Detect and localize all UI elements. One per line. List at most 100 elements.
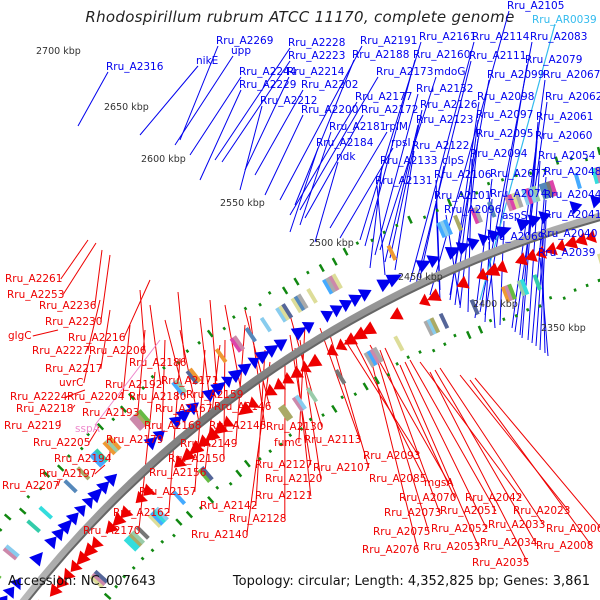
forward-gene-label: clpS bbox=[442, 155, 464, 167]
reverse-gene-arrow bbox=[389, 307, 404, 320]
forward-gene-arrow bbox=[329, 305, 343, 318]
forward-gene-label: Rru_A2054 bbox=[538, 150, 596, 162]
reverse-gene-label: Rru_A2219 bbox=[4, 420, 61, 432]
cog-box-forward bbox=[507, 193, 517, 211]
gc-mark-inner bbox=[122, 574, 127, 579]
gc-mark-outer bbox=[267, 290, 272, 295]
forward-gene-label: Rru_A2040 bbox=[540, 228, 597, 240]
forward-label-leader bbox=[139, 65, 199, 136]
cog-box-forward bbox=[91, 450, 106, 466]
reverse-gene-label: Rru_A2070 bbox=[399, 492, 456, 504]
reverse-gene-arrow bbox=[535, 245, 547, 259]
cog-box-reverse bbox=[426, 318, 438, 335]
gc-mark-inner bbox=[131, 565, 136, 570]
forward-label-leader bbox=[499, 220, 505, 326]
cog-box-forward bbox=[94, 448, 109, 463]
forward-label-leader bbox=[299, 131, 332, 226]
gc-mark-inner bbox=[198, 506, 203, 510]
cog-box-reverse bbox=[135, 525, 150, 540]
cog-box-forward bbox=[137, 409, 152, 424]
forward-label-leader bbox=[289, 147, 319, 233]
cog-box-reverse bbox=[277, 406, 291, 422]
forward-gene-label: Rru_A2212 bbox=[260, 95, 317, 107]
cog-box-forward bbox=[107, 435, 122, 451]
reverse-gene-arrow bbox=[476, 267, 489, 281]
reverse-gene-label: Rru_A2230 bbox=[45, 316, 102, 328]
gc-mark-outer bbox=[258, 302, 262, 307]
forward-gene-label: Rru_A2077 bbox=[490, 168, 547, 180]
forward-gene-arrow bbox=[477, 233, 489, 247]
reverse-gene-arrow bbox=[197, 434, 212, 448]
forward-gene-label: Rru_A2223 bbox=[288, 50, 345, 62]
reverse-gene-arrow bbox=[273, 377, 287, 390]
gc-mark-inner bbox=[585, 283, 589, 288]
forward-gene-arrow bbox=[210, 381, 226, 397]
reverse-gene-arrow bbox=[112, 512, 127, 527]
reverse-gene-arrow bbox=[174, 455, 187, 468]
gc-mark-inner bbox=[228, 481, 233, 486]
forward-gene-arrow bbox=[376, 279, 392, 293]
reverse-label-leader bbox=[399, 364, 480, 548]
cog-box-forward bbox=[504, 195, 514, 212]
cog-box-forward bbox=[174, 378, 188, 394]
reverse-gene-label: Rru_A2145 bbox=[209, 420, 266, 432]
reverse-gene-label: Rru_A2146 bbox=[214, 401, 272, 413]
cog-box-reverse bbox=[597, 253, 600, 270]
cog-box-forward bbox=[2, 547, 18, 561]
cog-box-reverse bbox=[507, 283, 517, 300]
reverse-gene-arrow bbox=[91, 536, 104, 549]
forward-gene-arrow bbox=[152, 430, 165, 443]
reverse-label-leader bbox=[354, 341, 426, 480]
reverse-gene-label: fumC bbox=[274, 437, 302, 449]
forward-gene-arrow bbox=[444, 246, 462, 260]
forward-label-leader bbox=[539, 257, 549, 357]
gc-mark-outer bbox=[222, 326, 227, 331]
reverse-gene-arrow bbox=[419, 293, 431, 307]
gc-mark-outer bbox=[554, 156, 560, 165]
gc-mark-inner bbox=[288, 433, 293, 438]
reverse-label-leader bbox=[404, 361, 488, 530]
reverse-gene-arrow bbox=[188, 440, 205, 456]
forward-label-leader bbox=[376, 185, 386, 276]
forward-gene-arrow bbox=[569, 201, 583, 215]
cog-box-forward bbox=[259, 316, 272, 333]
gc-mark-outer bbox=[281, 286, 289, 295]
reverse-label-leader bbox=[429, 371, 529, 564]
forward-gene-arrow bbox=[237, 363, 252, 377]
gc-mark-inner bbox=[418, 350, 422, 354]
cog-box-forward bbox=[511, 192, 521, 210]
gc-mark-outer bbox=[185, 349, 190, 354]
gc-mark-outer bbox=[150, 374, 155, 379]
forward-gene-label: Rru_A2126 bbox=[420, 99, 478, 111]
reverse-label-leader bbox=[177, 291, 186, 364]
forward-gene-label: Rru_A2044 bbox=[544, 189, 600, 201]
gc-mark-outer bbox=[38, 486, 43, 491]
reverse-label-leader bbox=[369, 354, 419, 551]
cog-box-forward bbox=[296, 293, 309, 310]
reverse-gene-arrow bbox=[213, 420, 229, 435]
forward-gene-label: Rru_A2122 bbox=[412, 140, 469, 152]
forward-gene-label: mdoG bbox=[434, 66, 465, 78]
gc-mark-outer bbox=[500, 177, 505, 182]
reverse-label-leader bbox=[434, 369, 537, 544]
gc-mark-outer bbox=[584, 157, 589, 162]
cog-box-reverse bbox=[516, 279, 527, 297]
reverse-gene-arrow bbox=[83, 542, 99, 558]
gc-mark-outer bbox=[141, 386, 146, 390]
forward-gene-label: Rru_A2181 bbox=[329, 121, 386, 133]
forward-label-leader bbox=[174, 55, 234, 146]
forward-gene-label: Rru_A2316 bbox=[106, 61, 164, 73]
gc-mark-inner bbox=[235, 469, 243, 478]
gc-mark-inner bbox=[257, 456, 262, 461]
gc-mark-outer bbox=[514, 173, 518, 178]
forward-label-leader bbox=[435, 200, 441, 301]
cog-box-reverse bbox=[294, 394, 307, 411]
scale-ticks: 2700 kbp 2650 kbp 2600 kbp 2550 kbp 2500 kbp… bbox=[36, 46, 586, 334]
forward-gene-label: Rru_A2132 bbox=[416, 83, 473, 95]
scale-tick-label: 2450 kbp bbox=[398, 272, 443, 283]
gc-mark-outer bbox=[407, 215, 413, 224]
gc-mark-outer bbox=[528, 171, 533, 176]
cog-box-reverse bbox=[152, 509, 167, 524]
reverse-gene-label: Rru_A2093 bbox=[363, 450, 420, 462]
reverse-label-leader bbox=[224, 304, 243, 396]
